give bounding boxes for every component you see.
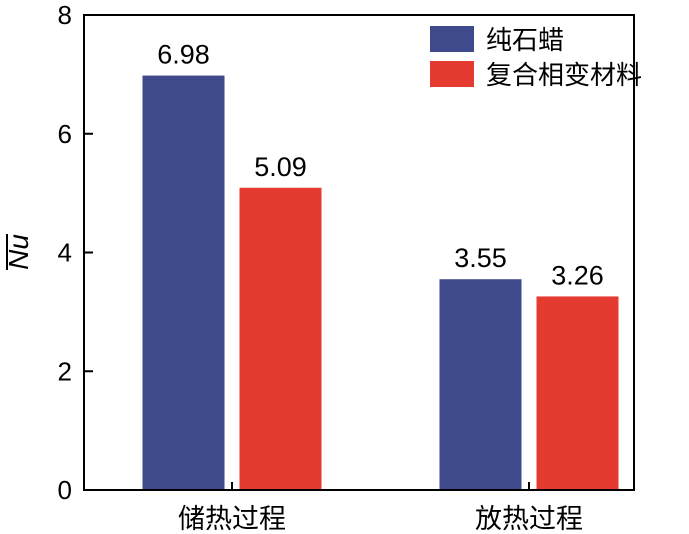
legend-label-2: 复合相变材料 bbox=[486, 60, 642, 90]
x-category-label-1: 放热过程 bbox=[475, 504, 583, 534]
legend-label-1: 纯石蜡 bbox=[486, 25, 564, 55]
labels-layer: 6.98 3.55 5.09 3.26 0 2 4 6 8 储热过程 放热过程 bbox=[58, 0, 604, 534]
bar-1-2 bbox=[439, 279, 522, 490]
x-category-label-0: 储热过程 bbox=[178, 504, 286, 534]
y-axis-label: Nu bbox=[3, 234, 34, 270]
data-label-2-2: 3.26 bbox=[551, 260, 604, 290]
data-label-1-2: 3.55 bbox=[454, 243, 507, 273]
y-tick-label-4: 8 bbox=[58, 0, 72, 30]
data-label-1-1: 6.98 bbox=[157, 40, 210, 70]
bar-1-1 bbox=[142, 75, 225, 490]
legend-swatch-1 bbox=[430, 26, 474, 52]
data-label-2-1: 5.09 bbox=[254, 152, 307, 182]
y-tick-label-1: 2 bbox=[58, 356, 72, 386]
bar-2-1 bbox=[239, 187, 322, 490]
y-tick-label-2: 4 bbox=[58, 238, 72, 268]
y-tick-label-0: 0 bbox=[58, 475, 72, 505]
bars-layer bbox=[142, 75, 619, 490]
axes-layer bbox=[83, 14, 635, 491]
bar-2-2 bbox=[536, 296, 619, 490]
y-tick-label-3: 6 bbox=[58, 119, 72, 149]
legend-swatch-2 bbox=[430, 61, 474, 87]
